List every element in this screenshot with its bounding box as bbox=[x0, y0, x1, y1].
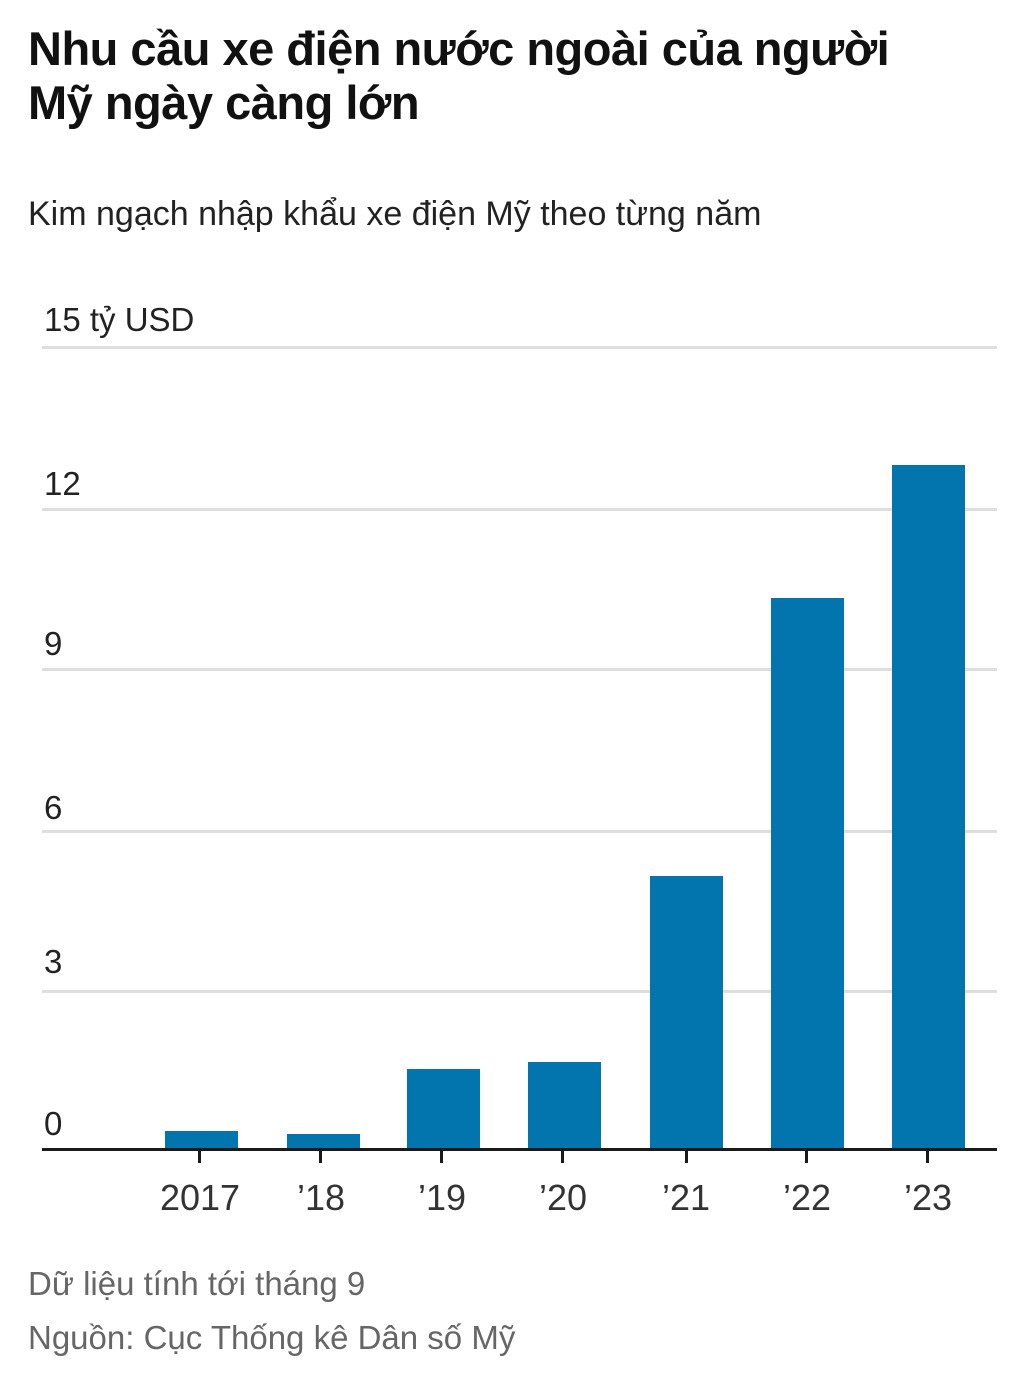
y-tick-label-12: 12 bbox=[44, 465, 81, 502]
bar-2018 bbox=[287, 1134, 360, 1149]
chart-title: Nhu cầu xe điện nước ngoài của người Mỹ … bbox=[28, 22, 890, 129]
bar-2020 bbox=[528, 1062, 601, 1149]
x-tick bbox=[319, 1151, 322, 1163]
x-label-2021: ’21 bbox=[661, 1177, 711, 1218]
bar-2023 bbox=[892, 465, 965, 1149]
bar-2022 bbox=[771, 598, 844, 1149]
data-note: Dữ liệu tính tới tháng 9 bbox=[28, 1265, 366, 1302]
x-label-2019: ’19 bbox=[417, 1177, 467, 1218]
gridline-9 bbox=[42, 668, 997, 671]
gridline-12 bbox=[42, 508, 997, 511]
chart-subtitle: Kim ngạch nhập khẩu xe điện Mỹ theo từng… bbox=[28, 195, 762, 233]
gridline-3 bbox=[42, 990, 997, 993]
gridline-6 bbox=[42, 830, 997, 833]
gridline-15 bbox=[42, 346, 997, 349]
y-tick-label-0: 0 bbox=[44, 1105, 63, 1142]
y-tick-label-15: 15 tỷ USD bbox=[44, 301, 195, 338]
x-tick bbox=[440, 1151, 443, 1163]
bar-2019 bbox=[407, 1069, 480, 1149]
x-label-2017: 2017 bbox=[159, 1177, 241, 1218]
x-label-2023: ’23 bbox=[903, 1177, 953, 1218]
x-tick bbox=[805, 1151, 808, 1163]
bar-2021 bbox=[650, 876, 723, 1149]
x-axis-baseline bbox=[42, 1148, 997, 1151]
x-label-2022: ’22 bbox=[782, 1177, 832, 1218]
y-tick-label-6: 6 bbox=[44, 789, 63, 826]
x-label-2018: ’18 bbox=[296, 1177, 346, 1218]
bar-2017 bbox=[165, 1131, 238, 1149]
y-tick-label-9: 9 bbox=[44, 625, 63, 662]
x-label-2020: ’20 bbox=[538, 1177, 588, 1218]
source-note: Nguồn: Cục Thống kê Dân số Mỹ bbox=[28, 1319, 516, 1356]
y-tick-label-3: 3 bbox=[44, 943, 63, 980]
x-tick bbox=[198, 1151, 201, 1163]
x-tick bbox=[926, 1151, 929, 1163]
x-tick bbox=[685, 1151, 688, 1163]
x-tick bbox=[561, 1151, 564, 1163]
